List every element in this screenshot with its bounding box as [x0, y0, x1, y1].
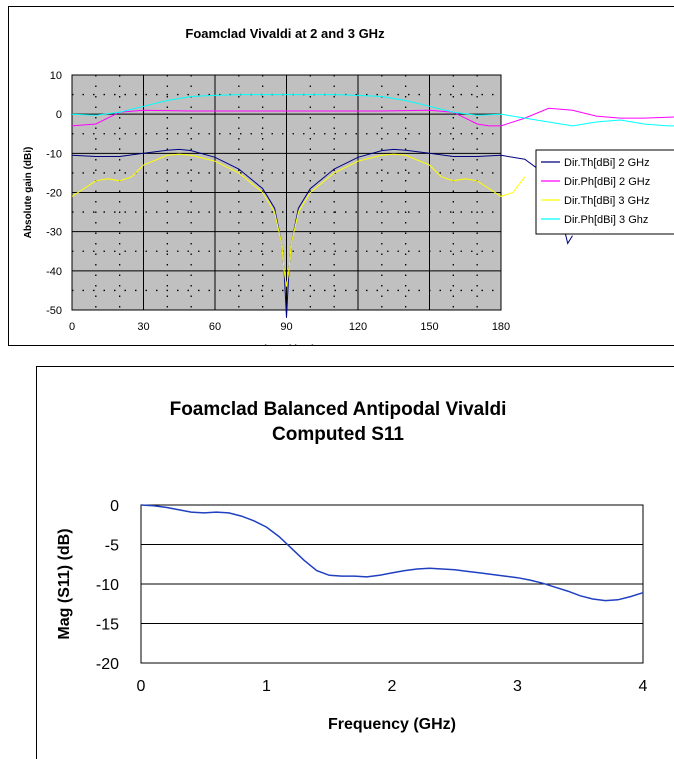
x-tick-label: 4: [639, 678, 648, 695]
series-line-4: [71, 94, 674, 127]
y-axis-label: Mag (S11) (dB): [56, 528, 73, 639]
s11-chart: Foamclad Balanced Antipodal Vivaldi Compu…: [56, 399, 648, 733]
legend-entry-4: Dir.Ph[dBi] 3 Ghz: [564, 214, 648, 226]
x-axis-label: Frequency (GHz): [328, 716, 456, 733]
chart-title-line-2: Computed S11: [272, 424, 404, 445]
gain-chart-frame: Foamclad Vivaldi at 2 and 3 GHz 0 30 60 90 12…: [8, 6, 674, 346]
x-tick-label: 60: [209, 321, 221, 333]
x-axis-label: Theta (deg.): [258, 344, 315, 345]
x-tick-label: 150: [420, 321, 438, 333]
x-tick-label: 0: [69, 321, 75, 333]
y-tick-label: -10: [96, 577, 119, 594]
y-tick-label: -10: [46, 148, 62, 160]
y-tick-label: -20: [96, 656, 119, 673]
legend-entry-2: Dir.Ph[dBi] 2 GHz: [564, 176, 650, 188]
legend-entry-3: Dir.Th[dBi] 3 GHz: [564, 195, 650, 207]
x-tick-label: 30: [137, 321, 149, 333]
x-tick-label: 3: [513, 678, 522, 695]
y-tick-label: -20: [46, 188, 62, 200]
x-tick-label: 0: [137, 678, 146, 695]
x-tick-label: 120: [349, 321, 367, 333]
s11-chart-frame: Foamclad Balanced Antipodal Vivaldi Compu…: [36, 366, 674, 759]
gain-chart: Foamclad Vivaldi at 2 and 3 GHz 0 30 60 90 12…: [23, 26, 674, 345]
y-tick-label: -5: [105, 538, 119, 555]
series-line-2: [71, 107, 674, 127]
y-tick-label: 0: [110, 498, 119, 515]
x-tick-label: 90: [280, 321, 292, 333]
chart-title-line-1: Foamclad Balanced Antipodal Vivaldi: [170, 399, 507, 420]
y-tick-label: -30: [46, 227, 62, 239]
y-tick-label: -50: [46, 305, 62, 317]
chart-title: Foamclad Vivaldi at 2 and 3 GHz: [185, 26, 385, 41]
s11-series-line: [140, 504, 644, 602]
y-tick-label: -15: [96, 617, 119, 634]
y-tick-label: 0: [56, 109, 62, 121]
x-tick-label: 180: [492, 321, 510, 333]
y-axis-label: Absolute gain (dBi): [23, 147, 34, 239]
y-tick-label: -40: [46, 266, 62, 278]
x-tick-label: 2: [388, 678, 397, 695]
legend-box: [535, 149, 674, 235]
legend: Dir.Th[dBi] 2 GHz Dir.Ph[dBi] 2 GHz Dir.Th…: [535, 149, 674, 235]
y-tick-label: 10: [50, 70, 62, 82]
legend-entry-1: Dir.Th[dBi] 2 GHz: [564, 157, 650, 169]
series-line-3: [71, 153, 526, 287]
x-tick-label: 1: [262, 678, 271, 695]
